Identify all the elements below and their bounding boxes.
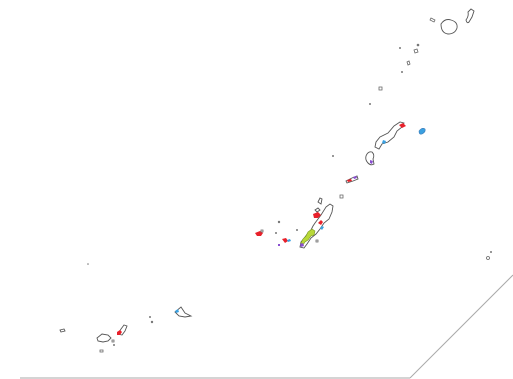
highlight-purple bbox=[370, 160, 373, 164]
islet-ne-d bbox=[413, 48, 419, 54]
okinawa-island bbox=[275, 197, 334, 249]
yoron-island bbox=[339, 194, 344, 199]
islet-hateruma bbox=[99, 349, 104, 353]
islet-iheya bbox=[317, 197, 323, 205]
highlight-blue bbox=[320, 226, 324, 230]
island-ne-2 bbox=[465, 8, 475, 24]
northeast-islands bbox=[369, 8, 475, 105]
iriomote-island bbox=[96, 333, 112, 343]
islet-tsuken bbox=[315, 239, 319, 243]
islet-ne-h bbox=[369, 103, 371, 105]
daito-islands bbox=[486, 251, 492, 260]
yonaguni-island bbox=[59, 328, 66, 333]
map-frame bbox=[20, 274, 513, 379]
highlight-blue bbox=[382, 140, 386, 144]
island-ne-1 bbox=[440, 19, 458, 35]
minami-daito bbox=[486, 256, 490, 260]
islet-tarama-a bbox=[149, 316, 151, 318]
highlight-red bbox=[313, 212, 321, 218]
highlight-purple bbox=[278, 244, 280, 246]
highlight-red bbox=[347, 179, 352, 182]
islet-kume bbox=[260, 229, 264, 233]
islet-ne-e bbox=[406, 60, 411, 66]
islet-b bbox=[277, 220, 281, 224]
highlight-red bbox=[399, 123, 406, 128]
amami-island bbox=[374, 121, 426, 150]
islet-far-west bbox=[87, 263, 89, 265]
highlight-red bbox=[318, 220, 323, 225]
islet-izena bbox=[314, 207, 321, 213]
islet-taketomi bbox=[111, 339, 115, 343]
okinoerabu bbox=[339, 175, 359, 199]
yaeyama-islands bbox=[59, 263, 128, 353]
highlight-blue bbox=[175, 309, 179, 313]
highlight-purple bbox=[353, 176, 357, 179]
tokunoshima-island bbox=[365, 151, 375, 166]
islet-ne-c bbox=[399, 47, 401, 49]
islet-ne-f bbox=[401, 71, 403, 73]
amami-oshima bbox=[374, 121, 405, 150]
highlight-yellow-green bbox=[300, 228, 316, 246]
kikai-island bbox=[418, 128, 426, 135]
highlight-blue bbox=[287, 239, 291, 242]
kerama-kume bbox=[255, 229, 291, 246]
tokunoshima bbox=[332, 151, 375, 166]
islet-ne-a bbox=[429, 17, 436, 23]
islet-ne-g bbox=[378, 86, 383, 91]
islet-kuroshima bbox=[113, 344, 115, 346]
islet-a bbox=[296, 229, 298, 231]
islet-tarama-b bbox=[150, 320, 154, 324]
miyako-island bbox=[174, 306, 193, 318]
miyako-islands bbox=[149, 306, 193, 324]
islet-c bbox=[275, 232, 277, 234]
highlight-red bbox=[282, 238, 288, 243]
islet-ne-b bbox=[416, 43, 420, 47]
kita-daito bbox=[490, 251, 492, 253]
highlight-red bbox=[117, 330, 122, 335]
frame-diagonal-line bbox=[409, 274, 513, 379]
islet-mid-a bbox=[332, 155, 334, 157]
highlight-purple bbox=[300, 243, 304, 247]
